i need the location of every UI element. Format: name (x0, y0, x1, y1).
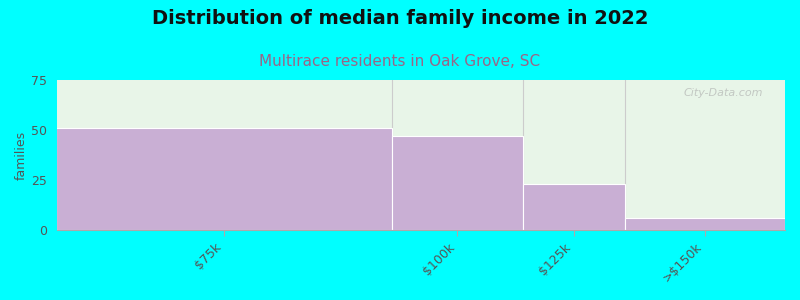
Text: Multirace residents in Oak Grove, SC: Multirace residents in Oak Grove, SC (259, 54, 541, 69)
Bar (522, 184, 625, 230)
Text: City-Data.com: City-Data.com (684, 88, 763, 98)
Bar (57, 128, 392, 230)
Bar (392, 136, 522, 230)
Y-axis label: families: families (15, 130, 28, 180)
Text: Distribution of median family income in 2022: Distribution of median family income in … (152, 9, 648, 28)
Bar (625, 218, 785, 230)
